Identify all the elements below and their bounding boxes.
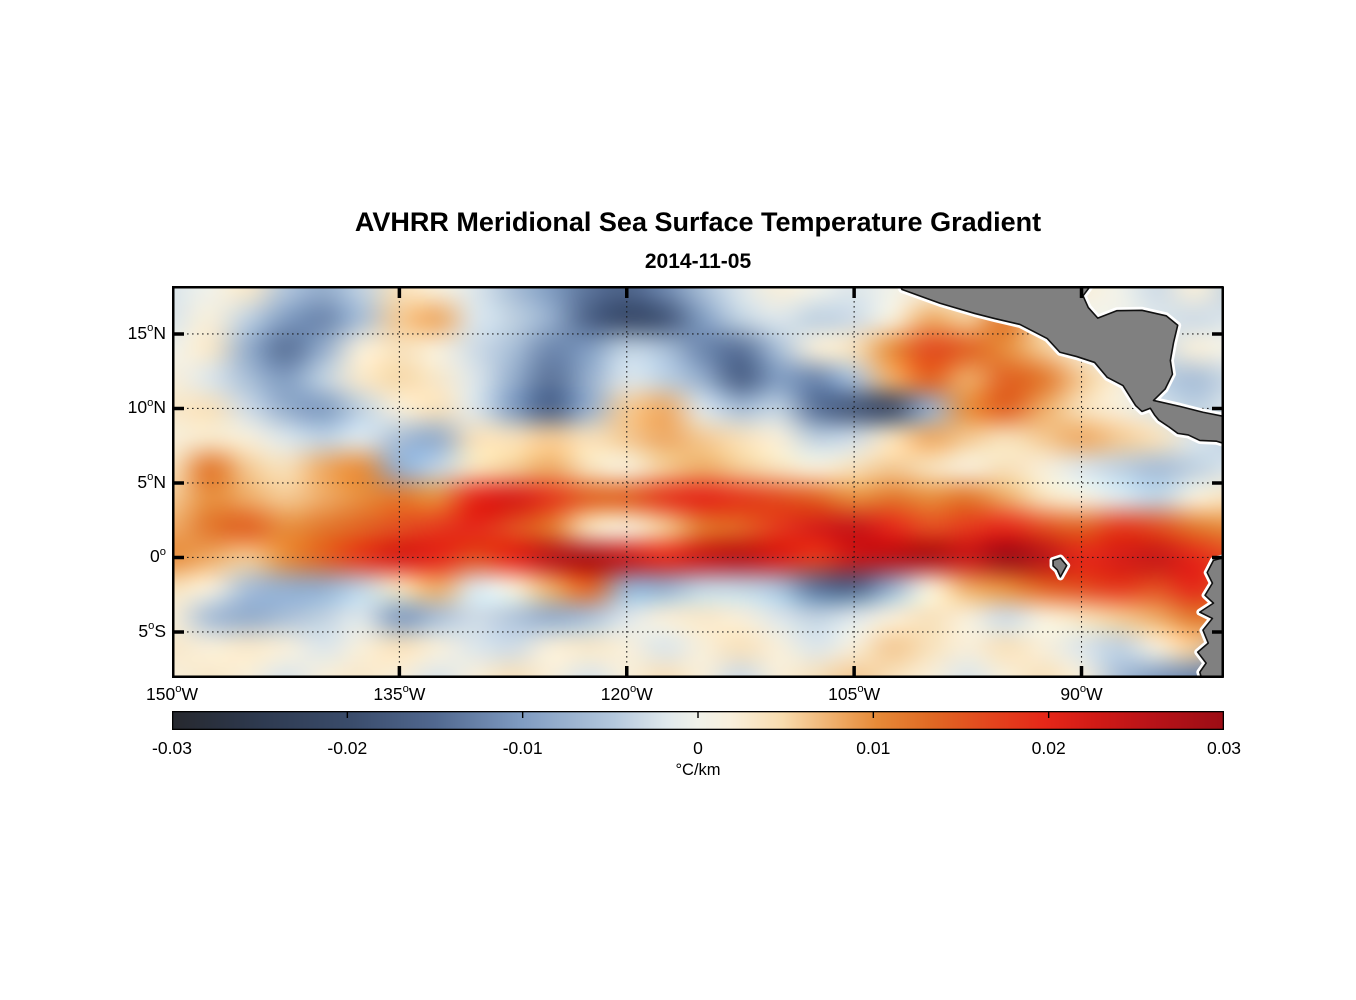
- colorbar: [172, 711, 1224, 730]
- lat-tick-label: 5oN: [137, 471, 166, 492]
- colorbar-tick-label: -0.01: [502, 738, 543, 758]
- lon-tick-label: 120oW: [600, 683, 653, 704]
- lat-tick-label: 10oN: [127, 396, 166, 418]
- lon-tick-label: 90oW: [1060, 683, 1103, 704]
- colorbar-tick-label: 0.01: [856, 738, 891, 758]
- colorbar-tick-label: -0.03: [152, 738, 192, 758]
- lat-tick-label: 15oN: [127, 322, 166, 343]
- plot-frame: [172, 286, 1224, 678]
- lon-tick-label: 150oW: [146, 683, 198, 704]
- sst-gradient-heatmap: [172, 286, 1224, 678]
- chart-date: 2014-11-05: [644, 250, 752, 273]
- colorbar-frame: [172, 711, 1224, 730]
- lat-tick-label: 5oS: [138, 620, 166, 641]
- lon-tick-label: 105oW: [828, 683, 881, 704]
- colorbar-unit-label: °C/km: [675, 761, 721, 779]
- colorbar-tick-label: 0: [693, 738, 703, 758]
- colorbar-tick-label: 0.03: [1206, 738, 1242, 758]
- lon-tick-label: 135oW: [373, 683, 426, 704]
- colorbar-tick-label: -0.02: [327, 738, 368, 758]
- chart-title: AVHRR Meridional Sea Surface Temperature…: [354, 207, 1042, 237]
- colorbar-tick-label: 0.02: [1031, 738, 1066, 758]
- lat-tick-label: 0o: [150, 545, 166, 567]
